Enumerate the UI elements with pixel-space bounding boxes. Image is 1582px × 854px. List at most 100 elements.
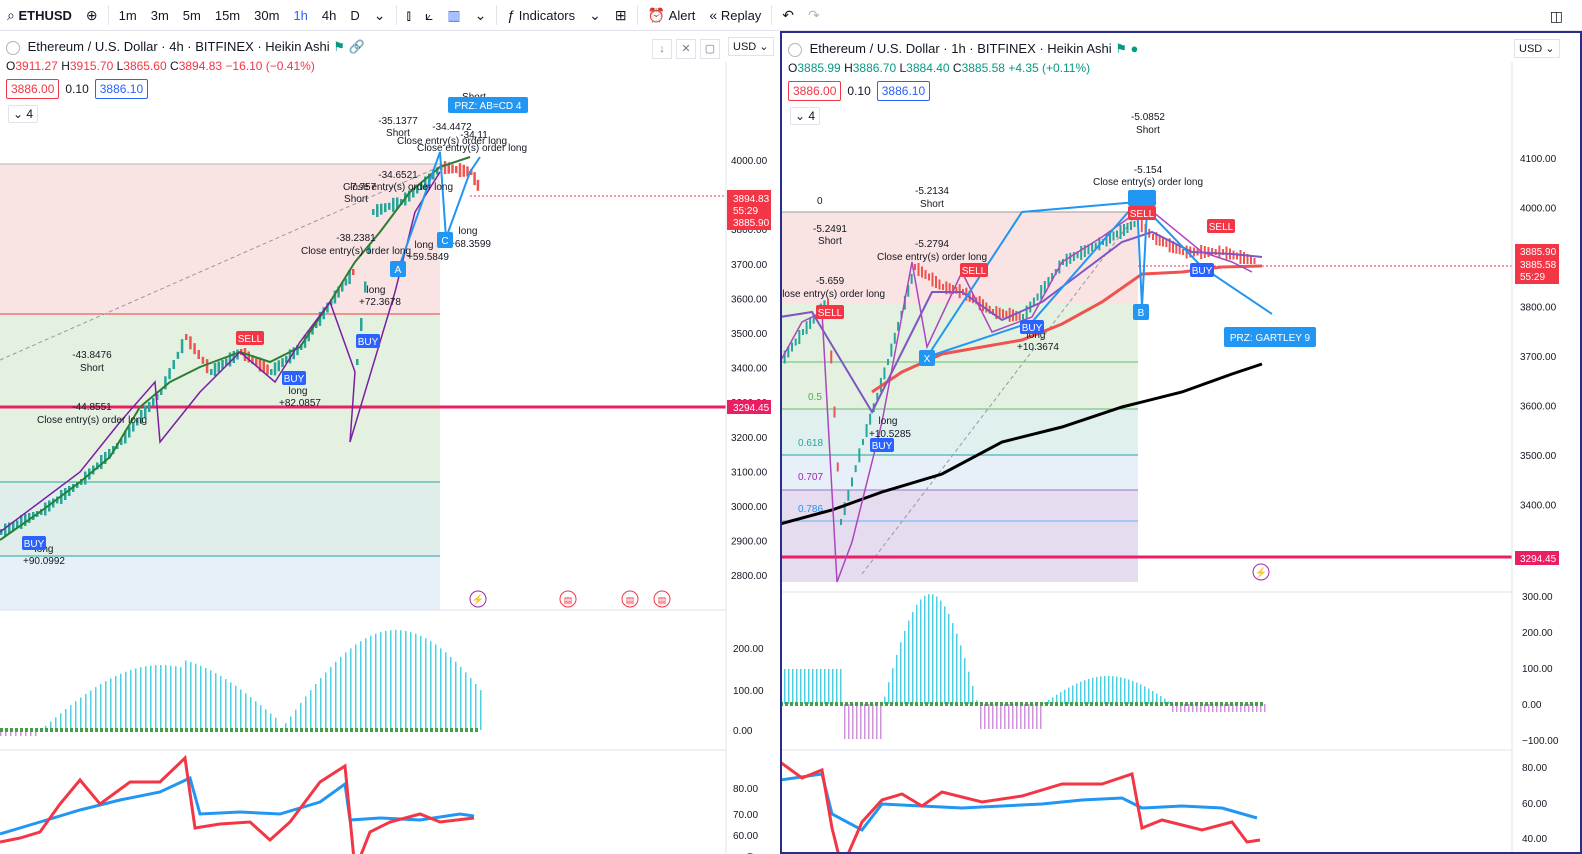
histogram-bar [896, 654, 898, 704]
currency-select-4h[interactable]: USD ⌄ [728, 37, 774, 56]
indicators-collapse-button[interactable]: ⌄ 4 [790, 107, 821, 125]
undo-button[interactable]: ↶ [775, 0, 801, 31]
currency-select-1h[interactable]: USD ⌄ [1514, 39, 1560, 58]
flag-icon[interactable]: ⚑ [333, 39, 345, 54]
us-flag-event-icon[interactable]: ▤ [621, 590, 639, 608]
buy-price-button[interactable]: 3886.10 [94, 79, 149, 99]
pattern-point-d[interactable] [1128, 190, 1156, 206]
replay-button[interactable]: « Replay [702, 0, 768, 31]
interval-5m[interactable]: 5m [182, 7, 201, 23]
trade-annotation: -34.6521 [378, 170, 418, 181]
sell-marker[interactable]: SELL [816, 305, 844, 319]
histogram-bar [1020, 704, 1022, 729]
histogram-bar [888, 682, 890, 704]
prz-label-4h[interactable]: PRZ: AB=CD 4 [448, 97, 528, 113]
maximize-icon[interactable]: ▢ [700, 39, 720, 59]
histogram-bar [920, 599, 922, 704]
price-tick-label: 2900.00 [731, 537, 768, 548]
ohlc-values-1h: O3885.99 H3886.70 L3884.40 C3885.58 +4.3… [788, 61, 1091, 75]
histogram-bar [165, 665, 167, 730]
alert-button[interactable]: ⏰ Alert [641, 0, 703, 31]
sell-marker[interactable]: SELL [960, 263, 988, 277]
layout-button[interactable]: ⊞ [608, 0, 634, 31]
candle [928, 273, 930, 281]
change-value: +4.35 (+0.11%) [1008, 61, 1091, 75]
us-flag-event-icon[interactable]: ▤ [653, 590, 671, 608]
candle [1236, 252, 1238, 260]
histogram-bar [1184, 704, 1186, 712]
interval-1h[interactable]: 1h [293, 7, 308, 23]
chart-canvas-1h[interactable]: 0 0.5 0.618 0.707 0.786 -5.0852 Short -5.1… [782, 33, 1580, 852]
pattern-point-c[interactable]: C [437, 232, 453, 248]
histogram-bar [952, 623, 954, 704]
bar-style-button[interactable]: ⫾ [400, 0, 418, 31]
interval-dropdown[interactable]: ⌄ [367, 0, 393, 31]
buy-marker[interactable]: BUY [1020, 320, 1044, 334]
sell-marker[interactable]: SELL [1128, 206, 1156, 220]
pattern-point-x[interactable]: X [919, 350, 935, 366]
close-pane-icon[interactable]: ✕ [676, 39, 696, 59]
histogram-bar [940, 600, 942, 704]
sell-price-button[interactable]: 3886.00 [788, 81, 842, 101]
chart-pane-4h[interactable]: -35.1377 Short -34.4472 -34.11 Close entry(s… [0, 31, 778, 854]
chart-type-button[interactable]: ⟀ [418, 0, 440, 31]
buy-marker[interactable]: BUY [1190, 263, 1214, 277]
interval-d[interactable]: D [350, 7, 360, 23]
histogram-bar [270, 713, 272, 730]
dividend-event-icon[interactable]: ⚡ [1252, 563, 1270, 581]
indicators-button[interactable]: ƒ Indicators [500, 0, 582, 31]
candle [12, 521, 15, 531]
histogram-bar [1036, 704, 1038, 729]
chart-type-dropdown[interactable]: ⌄ [468, 0, 494, 31]
candle [288, 349, 292, 364]
interval-3m[interactable]: 3m [150, 7, 169, 23]
candle [255, 358, 258, 366]
sell-marker[interactable]: SELL [1207, 219, 1235, 233]
prz-label-1h[interactable]: PRZ: GARTLEY 9 [1224, 327, 1316, 347]
move-down-icon[interactable]: ↓ [652, 39, 672, 59]
rsi-line-blue-1h [782, 772, 1258, 832]
buy-marker[interactable]: BUY [870, 438, 894, 452]
candles-button[interactable]: ▥ [440, 0, 467, 31]
dividend-event-icon[interactable]: ⚡ [469, 590, 487, 608]
candle [396, 197, 399, 210]
buy-marker[interactable]: BUY [22, 536, 46, 550]
buy-price-button[interactable]: 3886.10 [876, 81, 931, 101]
sell-price-button[interactable]: 3886.00 [6, 79, 60, 99]
histogram-bar [1140, 684, 1142, 704]
us-flag-event-icon[interactable]: ▤ [559, 590, 577, 608]
buy-marker[interactable]: BUY [356, 334, 380, 348]
interval-1m[interactable]: 1m [118, 7, 137, 23]
symbol-search[interactable]: ⌕ ETHUSD [0, 0, 79, 31]
pattern-point-b[interactable]: B [1133, 304, 1149, 320]
buy-marker[interactable]: BUY [282, 371, 306, 385]
link-icon[interactable]: 🔗 [348, 39, 365, 54]
pattern-point-a[interactable]: A [390, 261, 406, 277]
level-badge: 3294.45 [727, 400, 771, 414]
histogram-bar [360, 641, 362, 730]
candle [851, 477, 853, 487]
interval-4h[interactable]: 4h [321, 7, 337, 23]
candle [348, 270, 351, 284]
layout-toggle-button[interactable]: ◫ [1543, 0, 1570, 31]
histogram-bar [0, 730, 2, 736]
compare-symbol-button[interactable]: ⊕ [79, 0, 105, 31]
candle [1112, 231, 1115, 241]
sell-marker[interactable]: SELL [236, 331, 264, 345]
indicators-collapse-button[interactable]: ⌄ 4 [8, 105, 39, 123]
chart-pane-1h[interactable]: 0 0.5 0.618 0.707 0.786 -5.0852 Short -5.1… [780, 31, 1582, 854]
candle [4, 523, 7, 537]
flag-icon[interactable]: ⚑ [1115, 41, 1127, 56]
symbol-label: ETHUSD [18, 7, 72, 23]
interval-30m[interactable]: 30m [254, 7, 280, 23]
candle [144, 406, 147, 418]
candle [164, 376, 167, 390]
histogram-bar [65, 709, 67, 730]
histogram-bar [130, 669, 132, 730]
candle [16, 520, 19, 528]
interval-15m[interactable]: 15m [214, 7, 241, 23]
redo-button[interactable]: ↷ [801, 0, 827, 31]
histogram-bar [840, 669, 842, 704]
indicators-dropdown[interactable]: ⌄ [582, 0, 608, 31]
